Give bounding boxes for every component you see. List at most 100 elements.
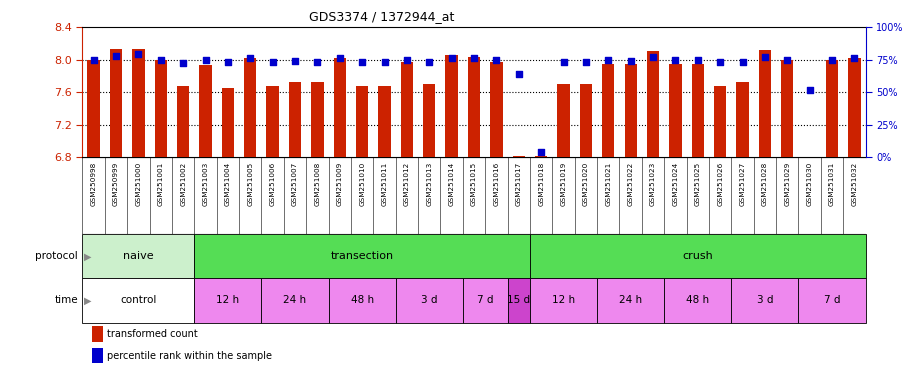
Point bbox=[310, 59, 324, 65]
Bar bbox=[490, 62, 503, 157]
Point bbox=[466, 55, 482, 61]
Bar bbox=[267, 86, 278, 157]
Text: GSM251006: GSM251006 bbox=[269, 161, 276, 205]
Point bbox=[176, 60, 191, 66]
Bar bbox=[468, 57, 480, 157]
Text: transection: transection bbox=[331, 251, 394, 262]
Bar bbox=[826, 60, 838, 157]
Point bbox=[243, 55, 257, 61]
Text: GSM251003: GSM251003 bbox=[202, 161, 209, 205]
Bar bbox=[333, 58, 346, 157]
Text: GSM251026: GSM251026 bbox=[717, 161, 723, 205]
Text: ▶: ▶ bbox=[84, 295, 92, 306]
Bar bbox=[848, 58, 861, 157]
Text: GSM251028: GSM251028 bbox=[762, 161, 768, 205]
Point bbox=[668, 56, 682, 63]
Bar bbox=[396, 278, 463, 323]
Text: GSM251022: GSM251022 bbox=[627, 161, 634, 205]
Point bbox=[601, 56, 616, 63]
Text: GSM251000: GSM251000 bbox=[136, 161, 141, 205]
Bar bbox=[647, 51, 660, 157]
Text: GSM251018: GSM251018 bbox=[539, 161, 544, 205]
Text: 12 h: 12 h bbox=[552, 295, 575, 306]
Text: 3 d: 3 d bbox=[757, 295, 773, 306]
Text: GSM251001: GSM251001 bbox=[158, 161, 164, 205]
Text: GSM251017: GSM251017 bbox=[516, 161, 522, 205]
Bar bbox=[758, 50, 771, 157]
Bar bbox=[82, 278, 194, 323]
Text: GSM251014: GSM251014 bbox=[449, 161, 454, 205]
Point bbox=[333, 55, 347, 61]
Text: GSM251020: GSM251020 bbox=[583, 161, 589, 205]
Text: GSM251030: GSM251030 bbox=[807, 161, 812, 205]
Bar bbox=[580, 84, 592, 157]
Text: GDS3374 / 1372944_at: GDS3374 / 1372944_at bbox=[309, 10, 454, 23]
Point bbox=[758, 54, 772, 60]
Text: GSM251010: GSM251010 bbox=[359, 161, 365, 205]
Text: GSM251024: GSM251024 bbox=[672, 161, 679, 205]
Text: GSM251008: GSM251008 bbox=[314, 161, 321, 205]
Text: GSM251016: GSM251016 bbox=[494, 161, 499, 205]
Bar bbox=[200, 65, 212, 157]
Bar bbox=[400, 62, 413, 157]
Text: GSM251032: GSM251032 bbox=[852, 161, 857, 205]
Point bbox=[511, 71, 526, 77]
Bar bbox=[194, 234, 530, 278]
Bar bbox=[736, 83, 748, 157]
Bar bbox=[222, 88, 234, 157]
Bar bbox=[670, 65, 682, 157]
Bar bbox=[692, 64, 704, 157]
Text: GSM250999: GSM250999 bbox=[113, 161, 119, 205]
Point bbox=[646, 54, 660, 60]
Bar bbox=[82, 234, 194, 278]
Point bbox=[489, 56, 504, 63]
Text: 48 h: 48 h bbox=[351, 295, 374, 306]
Text: naive: naive bbox=[123, 251, 154, 262]
Text: transformed count: transformed count bbox=[107, 329, 198, 339]
Bar bbox=[597, 278, 664, 323]
Point bbox=[847, 55, 862, 61]
Text: GSM251009: GSM251009 bbox=[337, 161, 343, 205]
Text: GSM251012: GSM251012 bbox=[404, 161, 409, 205]
Point bbox=[354, 59, 369, 65]
Point bbox=[556, 59, 571, 65]
Bar bbox=[132, 49, 145, 157]
Bar bbox=[530, 278, 597, 323]
Text: 24 h: 24 h bbox=[619, 295, 642, 306]
Bar bbox=[329, 278, 396, 323]
Bar bbox=[557, 84, 570, 157]
Text: GSM251025: GSM251025 bbox=[695, 161, 701, 205]
Point bbox=[824, 56, 839, 63]
Bar bbox=[244, 58, 256, 157]
Point bbox=[131, 51, 146, 57]
Text: GSM251031: GSM251031 bbox=[829, 161, 835, 205]
Bar bbox=[507, 278, 530, 323]
Point bbox=[534, 149, 549, 155]
Text: GSM251023: GSM251023 bbox=[650, 161, 656, 205]
Bar bbox=[513, 156, 525, 157]
Text: GSM251029: GSM251029 bbox=[784, 161, 791, 205]
Bar bbox=[463, 278, 507, 323]
Text: ▶: ▶ bbox=[84, 251, 92, 262]
Bar bbox=[87, 60, 100, 157]
Bar bbox=[602, 65, 615, 157]
Text: GSM251004: GSM251004 bbox=[225, 161, 231, 205]
Text: GSM251007: GSM251007 bbox=[292, 161, 298, 205]
Bar bbox=[155, 60, 167, 157]
Bar bbox=[289, 81, 301, 157]
Bar bbox=[445, 55, 458, 157]
Bar bbox=[625, 65, 637, 157]
Bar bbox=[194, 278, 261, 323]
Point bbox=[691, 56, 705, 63]
Bar bbox=[530, 234, 866, 278]
Text: 7 d: 7 d bbox=[823, 295, 840, 306]
Point bbox=[802, 86, 817, 93]
Point bbox=[109, 53, 124, 59]
Bar bbox=[714, 86, 726, 157]
Point bbox=[198, 56, 213, 63]
Text: 15 d: 15 d bbox=[507, 295, 530, 306]
Point bbox=[780, 56, 795, 63]
Bar bbox=[378, 86, 391, 157]
Text: crush: crush bbox=[682, 251, 714, 262]
Point bbox=[736, 59, 750, 65]
